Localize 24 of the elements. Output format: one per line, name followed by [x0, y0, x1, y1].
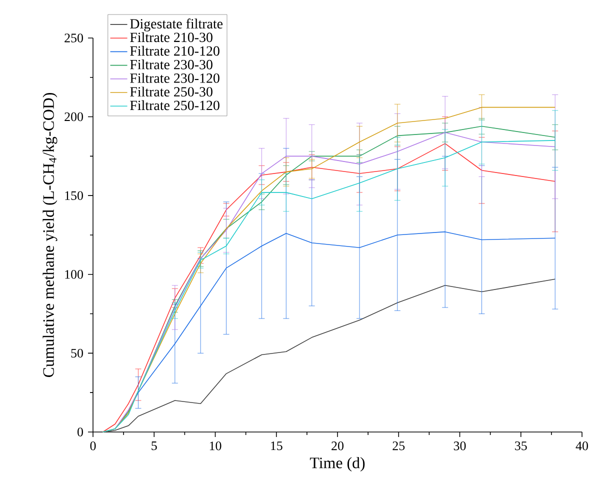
y-tick-label: 50	[71, 348, 83, 358]
y-axis-title: Cumulative methane yield (L-CH$_{4}$/kg-COD)	[42, 92, 58, 378]
legend-label: Filtrate 230-30	[130, 59, 212, 70]
x-tick-label: 30	[454, 442, 466, 450]
x-tick-label: 10	[210, 442, 222, 450]
x-tick-label: 0	[90, 442, 96, 450]
y-tick-label: 100	[65, 270, 83, 279]
y-tick-label: 0	[78, 428, 83, 436]
legend-label: Filtrate 230-120	[130, 73, 220, 83]
x-tick-label: 5	[152, 442, 157, 450]
x-tick-label: 35	[515, 442, 527, 450]
legend-label: Filtrate 210-120	[130, 46, 220, 56]
x-tick-label: 15	[271, 442, 282, 450]
y-tick-label: 200	[64, 112, 83, 122]
x-tick-label: 20	[332, 442, 344, 450]
legend-label: Digestate filtrate	[130, 18, 223, 32]
x-axis-title: Time (d)	[310, 457, 365, 472]
legend-label: Filtrate 250-120	[130, 100, 220, 110]
legend-label: Filtrate 210-30	[130, 32, 212, 42]
x-tick-label: 25	[392, 442, 405, 450]
y-tick-label: 150	[65, 191, 83, 200]
x-tick-label: 40	[576, 442, 588, 450]
y-tick-label: 250	[64, 34, 83, 42]
legend-label: Filtrate 250-30	[130, 86, 212, 97]
